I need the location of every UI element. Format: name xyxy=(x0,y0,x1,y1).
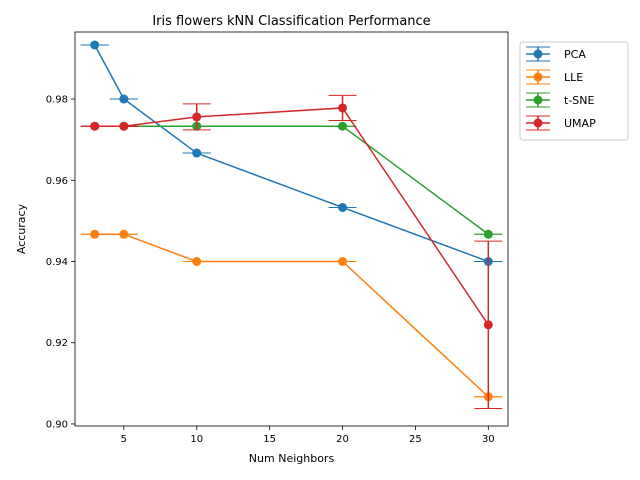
series-lle xyxy=(80,229,503,402)
data-point xyxy=(119,121,129,131)
legend-entry: LLE xyxy=(526,69,583,85)
x-tick-label: 10 xyxy=(190,434,203,445)
data-point xyxy=(192,256,202,266)
legend-label: t-SNE xyxy=(564,94,594,107)
data-point xyxy=(483,320,493,330)
data-point xyxy=(338,103,348,113)
data-point xyxy=(338,202,348,212)
y-tick-label: 0.96 xyxy=(46,176,68,187)
plot-frame xyxy=(74,31,509,427)
x-tick-label: 25 xyxy=(409,434,422,445)
y-tick-label: 0.94 xyxy=(46,257,68,268)
data-point xyxy=(338,256,348,266)
legend-entry: t-SNE xyxy=(526,92,594,108)
data-point xyxy=(338,121,348,131)
y-tick-label: 0.98 xyxy=(46,95,68,106)
y-tick-label: 0.90 xyxy=(46,419,68,430)
x-tick-label: 30 xyxy=(482,434,495,445)
data-point xyxy=(119,94,129,104)
data-point xyxy=(192,148,202,158)
legend-entry: PCA xyxy=(526,46,586,62)
data-point xyxy=(90,40,100,50)
legend-label: LLE xyxy=(564,71,583,84)
data-point xyxy=(90,121,100,131)
data-point xyxy=(90,229,100,239)
series-line xyxy=(94,44,489,263)
legend-marker xyxy=(533,72,543,82)
series-line xyxy=(94,233,489,398)
series-pca xyxy=(80,40,503,266)
series-t-sne xyxy=(80,121,503,239)
x-tick-label: 5 xyxy=(121,434,127,445)
legend-marker xyxy=(533,118,543,128)
data-point xyxy=(483,229,493,239)
chart-title: Iris flowers kNN Classification Performa… xyxy=(152,14,430,29)
x-tick-label: 15 xyxy=(263,434,276,445)
legend-marker xyxy=(533,49,543,59)
x-tick-label: 20 xyxy=(336,434,349,445)
y-axis-title: Accuracy xyxy=(15,203,28,254)
legend-label: PCA xyxy=(564,48,586,61)
x-axis-title: Num Neighbors xyxy=(249,452,335,465)
data-point xyxy=(192,112,202,122)
data-point xyxy=(119,229,129,239)
axis-ticks: 5 10 15 20 25 30 0.90 0.92 0.94 0.96 0.98 xyxy=(46,95,495,445)
legend-marker xyxy=(533,95,543,105)
legend: PCA LLE t-SNE UMAP xyxy=(519,41,629,141)
series-line xyxy=(94,125,489,235)
legend-entry: UMAP xyxy=(526,115,596,131)
legend-label: UMAP xyxy=(564,117,596,130)
y-tick-label: 0.92 xyxy=(46,338,68,349)
series-line xyxy=(94,107,489,326)
series-layer xyxy=(80,40,503,410)
series-umap xyxy=(80,94,503,410)
